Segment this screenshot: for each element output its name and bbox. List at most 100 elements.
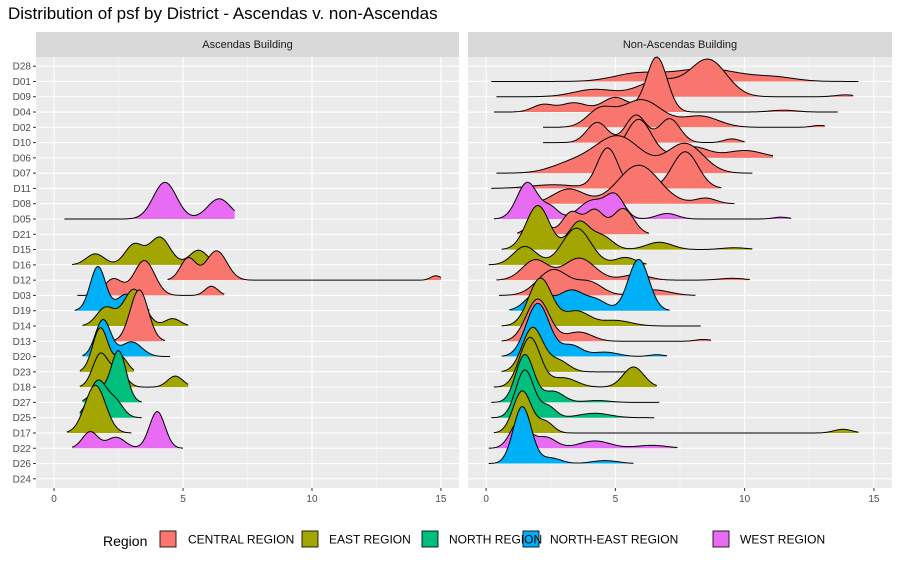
x-tick-label: 5 — [180, 494, 186, 505]
x-tick-label: 5 — [613, 494, 619, 505]
ridge-d03-outline — [499, 268, 696, 296]
ridge-d16-fill — [488, 228, 647, 265]
ridge-d23-outline — [79, 327, 135, 372]
y-tick-label: D02 — [13, 123, 32, 134]
ridge-d23-outline — [501, 326, 637, 373]
x-tick-label: 15 — [435, 494, 447, 505]
facet-strip-label: Non-Ascendas Building — [623, 39, 737, 51]
y-tick-label: D21 — [13, 230, 32, 241]
facet-strip — [36, 32, 459, 57]
ridge-d16-outline — [72, 236, 212, 265]
ridge-d05-fill — [493, 182, 792, 220]
ridge-d04-outline — [493, 56, 838, 113]
ridge-group — [488, 56, 859, 464]
x-tick-label: 0 — [51, 494, 57, 505]
ridge-d04-fill — [493, 56, 838, 113]
legend: Region CENTRAL REGION EAST REGION NORTH RE… — [103, 530, 825, 549]
ridge-d01-fill — [491, 68, 859, 82]
legend-label: WEST REGION — [740, 533, 825, 547]
ridge-d27-outline — [491, 353, 660, 403]
ridge-d03-fill — [77, 260, 225, 296]
x-tick-label: 10 — [306, 494, 318, 505]
y-tick-label: D10 — [13, 138, 32, 149]
y-tick-label: D04 — [13, 108, 32, 119]
ridge-d13-fill — [501, 299, 712, 342]
ridge-d09-outline — [496, 58, 854, 98]
y-tick-label: D19 — [13, 306, 32, 317]
y-tick-label: D26 — [13, 459, 32, 470]
ridge-d07-outline — [496, 135, 753, 174]
ridge-d14-fill — [501, 278, 701, 326]
y-tick-label: D15 — [13, 245, 32, 256]
ridge-d08-outline — [517, 164, 735, 205]
ridge-d17-outline — [493, 390, 859, 434]
ridge-d17-outline — [66, 384, 132, 434]
y-tick-label: D16 — [13, 260, 32, 271]
ridge-d05-outline — [64, 181, 235, 220]
ridge-d17-fill — [66, 385, 132, 433]
ridge-d13-fill — [113, 289, 165, 342]
ridge-d22-fill — [488, 420, 678, 449]
y-tick-label: D08 — [13, 199, 32, 210]
ridge-d13-outline — [501, 298, 712, 342]
ridge-d01-outline — [491, 68, 859, 82]
facet-strip — [468, 32, 892, 57]
ridge-d05-outline — [493, 181, 792, 220]
y-tick-label: D23 — [13, 367, 32, 378]
ridge-d14-outline — [501, 277, 701, 327]
y-tick-label: D01 — [13, 77, 32, 88]
y-tick-label: D13 — [13, 337, 32, 348]
y-tick-label: D09 — [13, 92, 32, 103]
legend-swatch — [712, 530, 730, 548]
ridge-d12-outline — [167, 250, 442, 281]
facet-strip-label: Ascendas Building — [202, 39, 293, 51]
ridge-d18-outline — [493, 336, 657, 388]
legend-label: EAST REGION — [329, 533, 411, 547]
legend-swatch — [301, 530, 319, 548]
x-tick-label: 15 — [868, 494, 880, 505]
ridge-d14-outline — [82, 288, 189, 326]
y-tick-label: D17 — [13, 428, 32, 439]
ridge-d12-fill — [167, 250, 441, 281]
y-tick-label: D20 — [13, 352, 32, 363]
ridge-d15-outline — [501, 205, 753, 250]
ridge-d20-outline — [501, 302, 668, 357]
x-tick-label: 10 — [739, 494, 751, 505]
y-tick-label: D24 — [13, 474, 32, 485]
ridge-d15-fill — [501, 205, 753, 250]
ridge-d05-fill — [64, 182, 235, 220]
ridge-d26-outline — [488, 406, 634, 464]
legend-label: NORTH REGION — [449, 533, 542, 547]
ridge-d20-outline — [82, 319, 171, 358]
y-tick-label: D28 — [13, 62, 32, 73]
y-tick-label: D11 — [13, 184, 31, 195]
ridge-d22-outline — [71, 411, 184, 449]
y-tick-label: D27 — [13, 398, 32, 409]
legend-label: CENTRAL REGION — [188, 533, 294, 547]
ridge-d08-fill — [517, 165, 735, 204]
ridge-d12-outline — [496, 257, 750, 281]
ridge-d02-outline — [542, 99, 825, 128]
legend-swatch — [421, 530, 439, 548]
ridge-d18-outline — [79, 352, 189, 388]
ridge-group — [64, 181, 442, 449]
ridge-d25-outline — [491, 369, 655, 419]
ridge-d10-outline — [542, 114, 745, 144]
y-tick-label: D25 — [13, 413, 32, 424]
y-tick-label: D05 — [13, 215, 32, 226]
legend-swatch — [159, 530, 177, 548]
y-tick-label: D07 — [13, 169, 32, 180]
y-tick-label: D14 — [13, 321, 32, 332]
legend-label: NORTH-EAST REGION — [550, 533, 678, 547]
ridge-d11-fill — [491, 147, 722, 189]
ridge-d02-fill — [542, 99, 825, 128]
plot-layer: Ascendas Building 0 5 10 15 Non-Ascendas Buil… — [13, 32, 892, 505]
legend-title: Region — [103, 533, 147, 549]
y-tick-label: D06 — [13, 153, 32, 164]
x-tick-label: 0 — [483, 494, 489, 505]
ridge-d26-fill — [488, 406, 634, 464]
chart-title: Distribution of psf by District - Ascend… — [8, 4, 438, 23]
y-tick-label: D03 — [13, 291, 32, 302]
ridge-d16-fill — [72, 236, 212, 265]
